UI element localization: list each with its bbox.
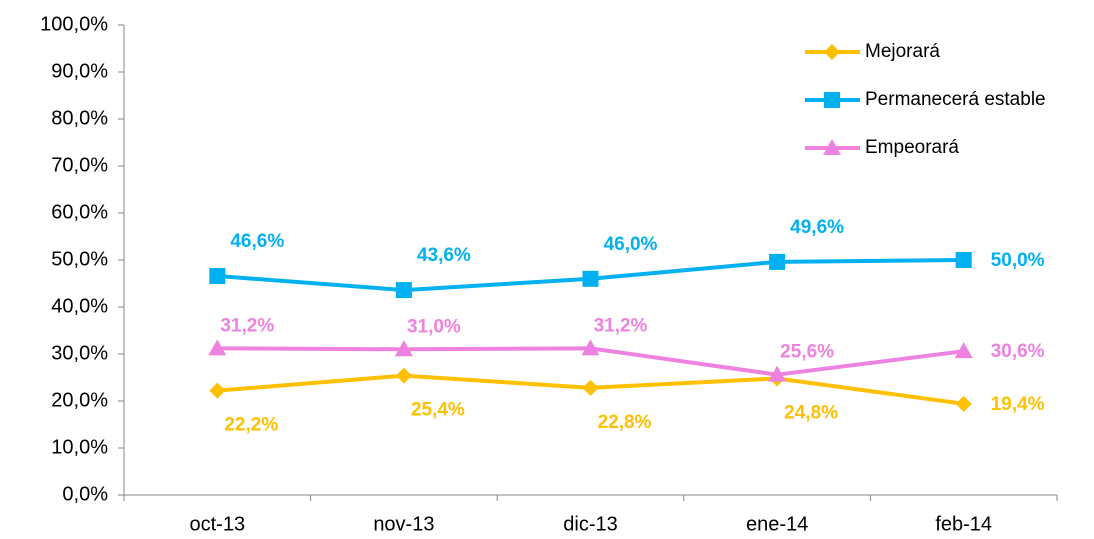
legend-marker [824,44,840,60]
data-point [954,342,973,359]
data-label: 25,6% [780,342,834,363]
y-tick-label: 100,0% [40,13,108,35]
data-label: 22,2% [224,415,278,436]
x-tick-label: feb-14 [935,513,992,535]
data-label: 46,0% [604,234,658,255]
legend-marker [824,92,840,108]
x-tick-label: dic-13 [563,513,617,535]
data-point [395,282,412,299]
data-point [582,270,599,287]
data-label: 50,0% [991,250,1045,271]
y-tick-label: 60,0% [51,201,108,223]
data-label: 31,0% [407,316,461,337]
legend-marker [823,139,841,155]
data-label: 22,8% [598,412,652,433]
x-tick-label: nov-13 [373,513,434,535]
y-tick-label: 50,0% [51,248,108,270]
y-tick-label: 30,0% [51,342,108,364]
legend-label: Mejorará [865,41,940,62]
data-label: 31,2% [594,315,648,336]
y-tick-label: 40,0% [51,295,108,317]
data-label: 24,8% [784,402,838,423]
y-tick-label: 70,0% [51,154,108,176]
data-point [395,367,412,384]
data-point [955,395,972,412]
x-tick-label: ene-14 [746,513,808,535]
data-point [769,253,786,270]
y-tick-label: 10,0% [51,436,108,458]
data-point [209,382,226,399]
legend-label: Permanecerá estable [865,89,1046,110]
data-label: 19,4% [991,394,1045,415]
data-label: 30,6% [991,341,1045,362]
x-tick-label: oct-13 [190,513,246,535]
data-label: 25,4% [411,400,465,421]
data-label: 46,6% [230,231,284,252]
y-tick-label: 0,0% [62,483,108,505]
legend-label: Empeorará [865,137,959,158]
data-point [581,339,600,356]
data-point [209,267,226,284]
data-label: 43,6% [417,245,471,266]
y-tick-label: 80,0% [51,107,108,129]
y-tick-label: 90,0% [51,60,108,82]
data-point [208,339,227,356]
data-point [582,379,599,396]
data-label: 31,2% [220,315,274,336]
data-point [955,252,972,268]
data-point [768,365,787,382]
data-point [394,340,413,357]
data-label: 49,6% [790,217,844,238]
y-tick-label: 20,0% [51,389,108,411]
